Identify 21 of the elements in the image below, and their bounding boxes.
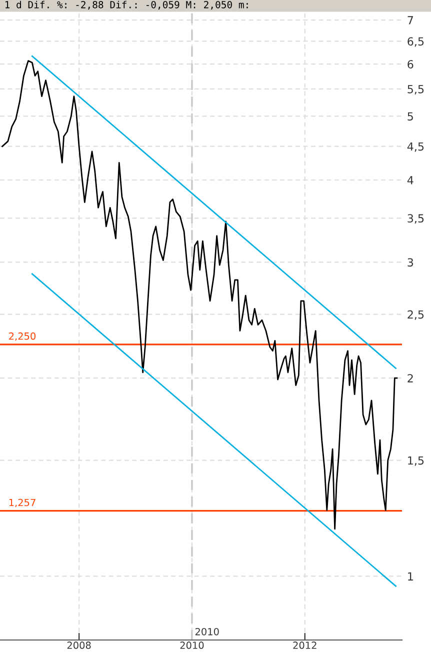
ref-line-label: 1,257 (9, 498, 36, 508)
y-tick-label: 1 (408, 572, 413, 580)
y-tick-label: 4 (407, 176, 414, 184)
ref-line-label: 2,250 (9, 332, 36, 341)
line-series (2, 60, 398, 530)
chart-title: 1 d Dif. %: -2,88 Dif.: -0,059 M: 2,050 m: (5, 0, 248, 10)
y-tick-label: 3,5 (408, 214, 424, 224)
y-tick-label: 2,5 (408, 310, 424, 320)
y-tick-label: 4,5 (407, 142, 424, 152)
y-tick-label: 5 (408, 112, 413, 121)
y-tick-label: 6 (408, 60, 414, 68)
y-tick-label: 1,5 (408, 456, 424, 466)
x-tick-label: 2008 (67, 642, 91, 649)
ref-line-label: 2010 (195, 628, 219, 636)
x-tick-label: 2012 (293, 642, 316, 649)
y-tick-label: 2 (408, 374, 413, 382)
y-tick-label: 3 (408, 258, 414, 267)
y-tick-label: 6,5 (408, 37, 424, 47)
x-tick-label: 2010 (180, 642, 204, 649)
y-tick-label: 7 (408, 16, 413, 24)
y-tick-label: 5,5 (408, 85, 424, 94)
